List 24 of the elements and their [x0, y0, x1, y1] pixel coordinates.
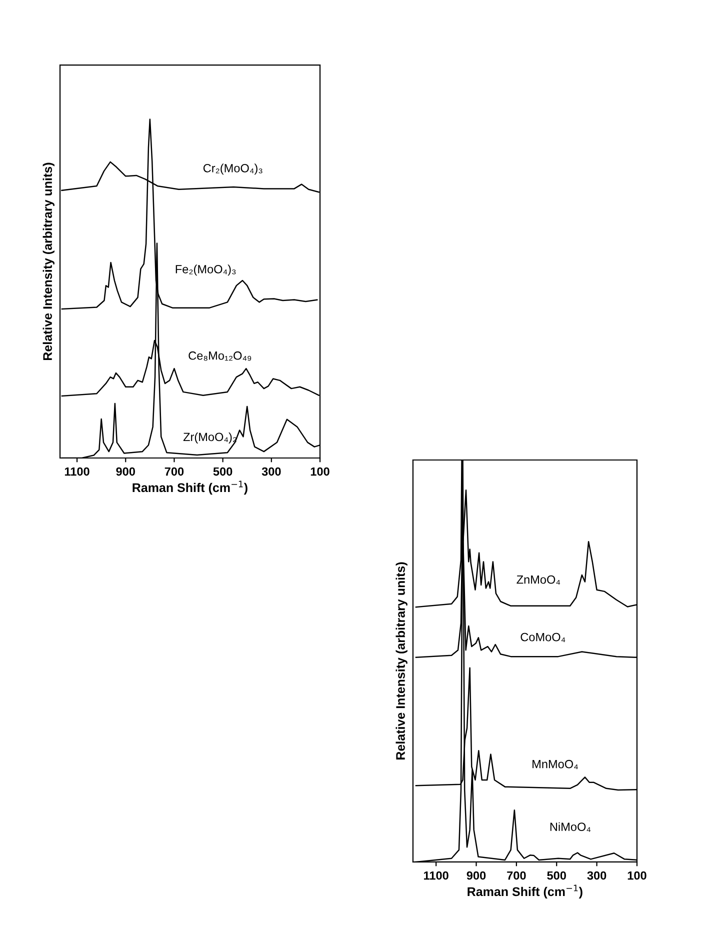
series-label: Fe₂(MoO₄)₃ [176, 264, 236, 276]
series-label: ZnMoO₄ [516, 575, 560, 585]
text: NiMoO₄ [550, 822, 591, 832]
x-tick-label: 300 [587, 871, 606, 880]
series-label: CoMoO₄ [520, 632, 566, 642]
x-axis-title: Raman Shift (cm$^{−1}$) [468, 884, 582, 899]
x-tick-label: 700 [164, 467, 184, 476]
x-tick-label: 700 [507, 871, 526, 880]
x-tick-label: 500 [213, 467, 232, 476]
x-tick-label: 1100 [64, 467, 90, 476]
series-label: MnMoO₄ [532, 760, 578, 770]
series-label: Zr(MoO₄)₂ [183, 432, 236, 444]
x-tick-label: 900 [466, 871, 486, 880]
x-axis-title: Raman Shift (cm$^{−1}$) [132, 480, 248, 495]
y-axis-title: Relative Intensity (arbitrary units) [396, 562, 408, 760]
series-label: Ce₈Mo₁₂O₄₉ [188, 351, 252, 361]
x-tick-label: 100 [628, 871, 646, 880]
x-tick-label: 500 [547, 871, 566, 880]
x-tick-label: 900 [116, 467, 135, 476]
x-tick-label: 100 [310, 467, 330, 476]
x-tick-label: 1100 [424, 871, 448, 880]
series-label: Cr₂(MoO₄)₃ [203, 164, 262, 175]
x-tick-label: 300 [262, 467, 281, 476]
y-axis-title: Relative Intensity (arbitrary units) [42, 162, 54, 360]
